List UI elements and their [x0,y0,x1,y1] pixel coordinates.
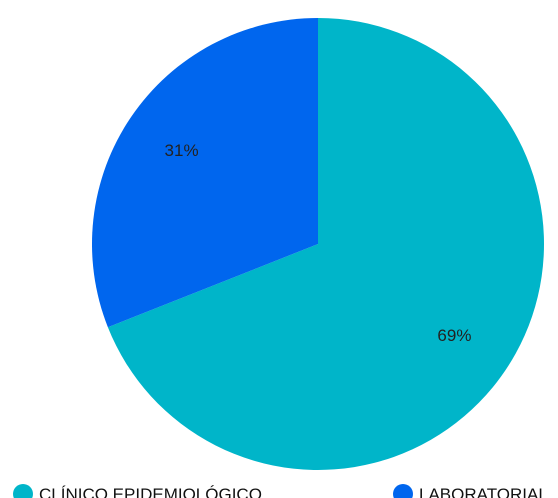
legend-label-2: LABORATORIAL [419,485,548,498]
legend-marker-2 [393,484,413,498]
pie-slice-2 [92,18,319,328]
pie-slice-labels: 69% 31% [165,141,472,345]
legend: CLÍNICO EPIDEMIOLÓGICO LABORATORIAL [13,484,548,498]
slice-label-2: 31% [165,141,199,160]
pie-slices [92,18,544,470]
legend-marker-1 [13,484,33,498]
pie-slice-1 [107,18,544,470]
legend-label-1: CLÍNICO EPIDEMIOLÓGICO [39,485,262,498]
slice-label-1: 69% [437,326,471,345]
